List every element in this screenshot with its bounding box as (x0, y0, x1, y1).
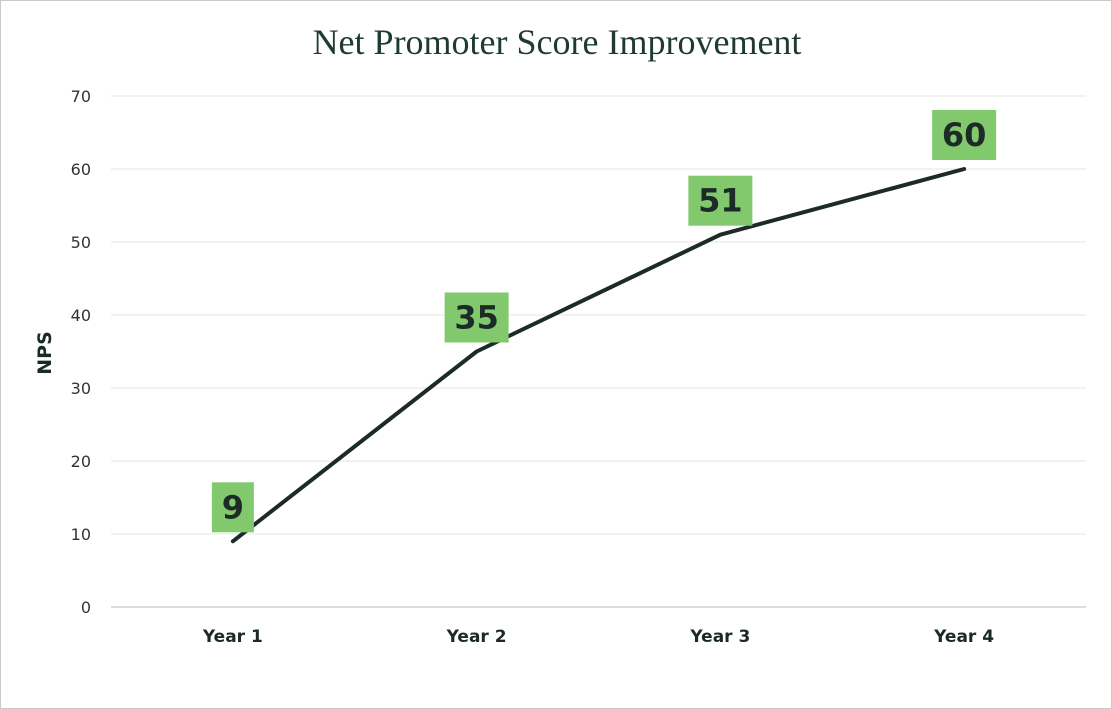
data-label-background (688, 175, 753, 226)
y-tick-label: 0 (81, 598, 91, 617)
x-tick-label: Year 4 (933, 627, 994, 647)
data-label: 35 (454, 299, 499, 337)
x-tick-label: Year 1 (202, 627, 263, 647)
data-label-background (932, 110, 997, 160)
series-line-group (230, 167, 967, 544)
x-tick-label: Year 2 (446, 627, 507, 647)
chart-title: Net Promoter Score Improvement (312, 22, 802, 62)
y-tick-label: 40 (71, 306, 91, 325)
data-label-background (444, 292, 509, 343)
y-axis-ticks: 0 10 20 30 40 50 60 70 (71, 87, 91, 617)
y-tick-label: 30 (71, 379, 91, 398)
y-tick-label: 50 (71, 233, 91, 252)
y-tick-label: 60 (71, 160, 91, 179)
x-axis-ticks: Year 1 Year 2 Year 3 Year 4 (202, 627, 994, 647)
data-label: 9 (222, 488, 244, 526)
gridlines (111, 95, 1086, 608)
y-axis-label: NPS (34, 331, 56, 375)
x-tick-label: Year 3 (689, 627, 750, 647)
data-label: 51 (698, 182, 743, 220)
data-label-background (211, 482, 254, 533)
y-tick-label: 10 (71, 525, 91, 544)
data-labels: 9 35 51 60 (211, 110, 997, 533)
y-tick-label: 70 (71, 87, 91, 106)
y-tick-label: 20 (71, 452, 91, 471)
series-line (230, 167, 967, 544)
data-label: 60 (942, 116, 987, 154)
